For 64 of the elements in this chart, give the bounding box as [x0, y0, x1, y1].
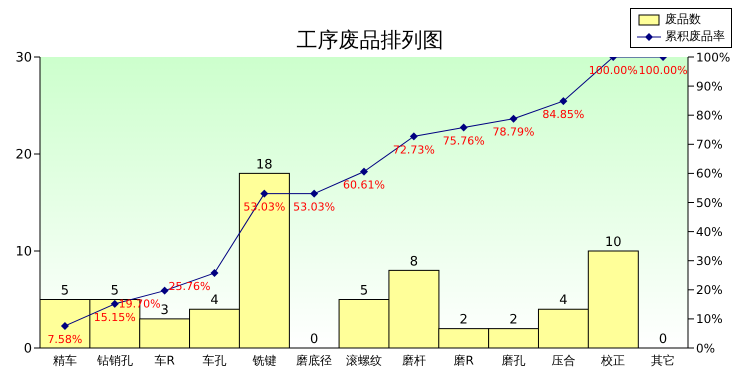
- data-label: 10: [604, 234, 622, 250]
- data-label: 0: [310, 332, 318, 347]
- data-label: 5: [60, 283, 70, 298]
- point: [160, 286, 169, 295]
- data-label: 5: [110, 283, 119, 298]
- y2-tick-label: 40%: [696, 224, 723, 239]
- y-tick-label: 30: [15, 50, 32, 66]
- data-label: 75.76%: [442, 134, 485, 148]
- data-label: 3: [160, 302, 169, 318]
- x-tick-label: 校正: [600, 354, 626, 368]
- x-tick-label: 磨杆: [402, 354, 426, 368]
- y2-tick-label: 50%: [696, 196, 723, 210]
- point: [60, 322, 69, 330]
- x-tick-label: 压合: [551, 354, 576, 368]
- data-label: 84.85%: [542, 108, 584, 122]
- chart-title: 工序废品排列图: [296, 28, 444, 52]
- x-tick-label: 滚螺纹: [346, 354, 382, 368]
- legend-label: 累积废品率: [665, 28, 725, 45]
- data-label: 100.00%: [638, 64, 688, 77]
- y2-tick-label: 30%: [696, 254, 723, 268]
- y2-tick-label: 0%: [696, 341, 716, 356]
- y2-tick-label: 10%: [696, 312, 723, 326]
- point: [510, 114, 518, 123]
- data-label: 78.79%: [492, 126, 535, 139]
- data-label: 53.03%: [293, 200, 336, 214]
- data-label: 8: [410, 254, 418, 270]
- x-tick-label: 磨底径: [296, 354, 332, 368]
- data-label: 5: [360, 283, 368, 298]
- x-tick-label: 其它: [651, 354, 676, 368]
- data-label: 7.58%: [47, 332, 82, 346]
- x-tick-label: 铣键: [251, 354, 276, 368]
- y2-tick-label: 20%: [696, 283, 723, 298]
- x-tick-label: 车孔: [202, 354, 226, 368]
- data-label: 2: [509, 312, 518, 328]
- point: [559, 97, 568, 106]
- data-label: 72.73%: [392, 143, 435, 156]
- data-label: 18: [256, 157, 273, 172]
- point: [360, 168, 368, 176]
- point: [310, 190, 318, 198]
- x-tick-label: 车R: [154, 354, 175, 368]
- point: [110, 300, 119, 308]
- data-label: 4: [559, 293, 568, 308]
- x-tick-label: 磨孔: [502, 354, 526, 368]
- data-label: 0: [658, 332, 668, 347]
- y2-tick-label: 80%: [696, 108, 723, 122]
- y2-tick-label: 100%: [696, 50, 730, 64]
- point: [460, 124, 468, 132]
- y2-tick-label: 70%: [696, 138, 723, 152]
- y-tick-label: 0: [24, 342, 32, 357]
- x-tick-label: 磨R: [454, 354, 474, 368]
- y2-tick-label: 60%: [696, 166, 723, 181]
- point: [260, 190, 268, 198]
- y-tick-label: 10: [15, 244, 32, 260]
- point: [410, 132, 418, 140]
- x-tick-label: 精车: [52, 354, 77, 368]
- point: [210, 269, 218, 278]
- data-label: 60.61%: [343, 178, 385, 192]
- y-tick-label: 20: [15, 148, 32, 163]
- x-tick-label: 钻销孔: [96, 354, 133, 368]
- data-label: 2: [460, 312, 468, 328]
- y2-tick-label: 90%: [696, 79, 723, 94]
- data-label: 4: [210, 293, 219, 308]
- legend-label: 废品数: [665, 11, 701, 28]
- data-label: 15.15%: [94, 310, 136, 324]
